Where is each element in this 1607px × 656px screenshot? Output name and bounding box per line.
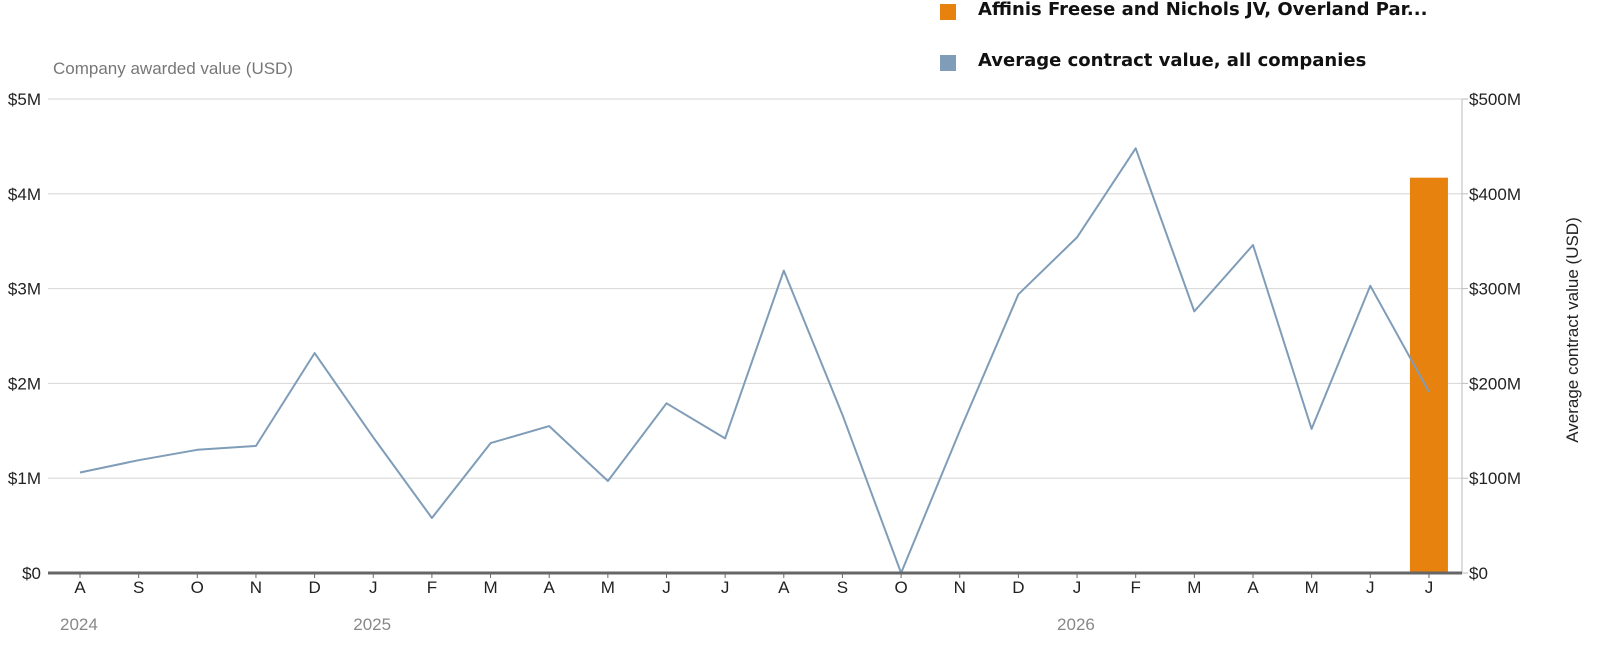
- legend-label-company: Affinis Freese and Nichols JV, Overland …: [978, 0, 1428, 20]
- x-tick-label: J: [1073, 578, 1082, 597]
- left-tick-label: $4M: [8, 185, 41, 204]
- x-tick-label: J: [1366, 578, 1375, 597]
- x-tick-label: A: [778, 578, 790, 597]
- x-tick-label: A: [544, 578, 556, 597]
- right-tick-label: $100M: [1469, 469, 1521, 488]
- x-tick-label: N: [250, 578, 262, 597]
- x-tick-label: J: [662, 578, 671, 597]
- x-tick-label: J: [1425, 578, 1434, 597]
- x-tick-label: N: [954, 578, 966, 597]
- right-tick-label: $300M: [1469, 280, 1521, 299]
- right-tick-label: $500M: [1469, 90, 1521, 109]
- right-tick-label: $400M: [1469, 185, 1521, 204]
- year-label: 2024: [60, 615, 98, 634]
- left-tick-label: $5M: [8, 90, 41, 109]
- x-tick-label: S: [837, 578, 848, 597]
- x-tick-label: O: [894, 578, 907, 597]
- x-tick-label: M: [1305, 578, 1319, 597]
- legend-label-average: Average contract value, all companies: [978, 50, 1367, 71]
- x-tick-label: M: [601, 578, 615, 597]
- left-tick-label: $0: [22, 564, 41, 583]
- left-axis: $0 $1M $2M $3M $4M $5M: [8, 90, 41, 583]
- x-tick-label: A: [74, 578, 86, 597]
- legend-swatch-average: [940, 55, 956, 71]
- x-tick-label: O: [191, 578, 204, 597]
- x-tick-label: J: [369, 578, 378, 597]
- gridlines: [48, 98, 1462, 479]
- line-average: [79, 147, 1430, 574]
- left-tick-label: $3M: [8, 280, 41, 299]
- bar-company: [1409, 177, 1448, 573]
- right-axis-title: Average contract value (USD): [1563, 217, 1582, 443]
- x-tick-label: F: [1131, 578, 1141, 597]
- x-tick-label: F: [427, 578, 437, 597]
- average-line: [79, 147, 1430, 574]
- legend-swatch-company: [940, 4, 956, 20]
- right-tick-label: $0: [1469, 564, 1488, 583]
- year-label: 2025: [353, 615, 391, 634]
- left-axis-title: Company awarded value (USD): [53, 59, 293, 78]
- x-tick-label: D: [308, 578, 320, 597]
- x-tick-label: D: [1012, 578, 1024, 597]
- x-tick-label: M: [1187, 578, 1201, 597]
- x-tick-label: A: [1247, 578, 1259, 597]
- left-tick-label: $1M: [8, 469, 41, 488]
- x-axis: A S O N D J F M A M J J A S O N D J F M A M J J 2024 2025 2026: [48, 571, 1462, 634]
- company-bars: [1409, 177, 1448, 573]
- year-label: 2026: [1057, 615, 1095, 634]
- right-axis: $0 $100M $200M $300M $400M $500M: [1461, 90, 1521, 583]
- right-tick-label: $200M: [1469, 374, 1521, 393]
- x-tick-label: S: [133, 578, 144, 597]
- x-tick-label: J: [721, 578, 730, 597]
- left-tick-label: $2M: [8, 374, 41, 393]
- x-tick-label: M: [483, 578, 497, 597]
